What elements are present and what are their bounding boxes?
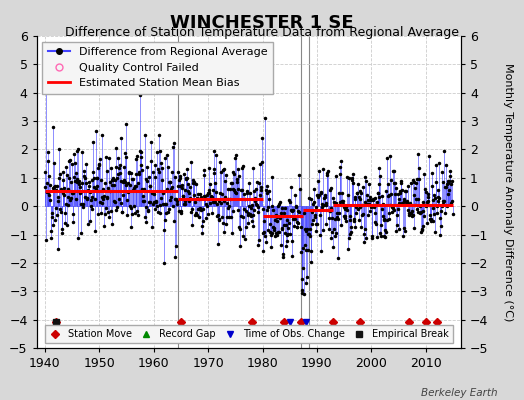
Text: WINCHESTER 1 SE: WINCHESTER 1 SE bbox=[170, 14, 354, 32]
Legend: Station Move, Record Gap, Time of Obs. Change, Empirical Break: Station Move, Record Gap, Time of Obs. C… bbox=[45, 325, 453, 343]
Text: Berkeley Earth: Berkeley Earth bbox=[421, 388, 498, 398]
Text: Difference of Station Temperature Data from Regional Average: Difference of Station Temperature Data f… bbox=[65, 26, 459, 39]
Y-axis label: Monthly Temperature Anomaly Difference (°C): Monthly Temperature Anomaly Difference (… bbox=[503, 63, 512, 321]
